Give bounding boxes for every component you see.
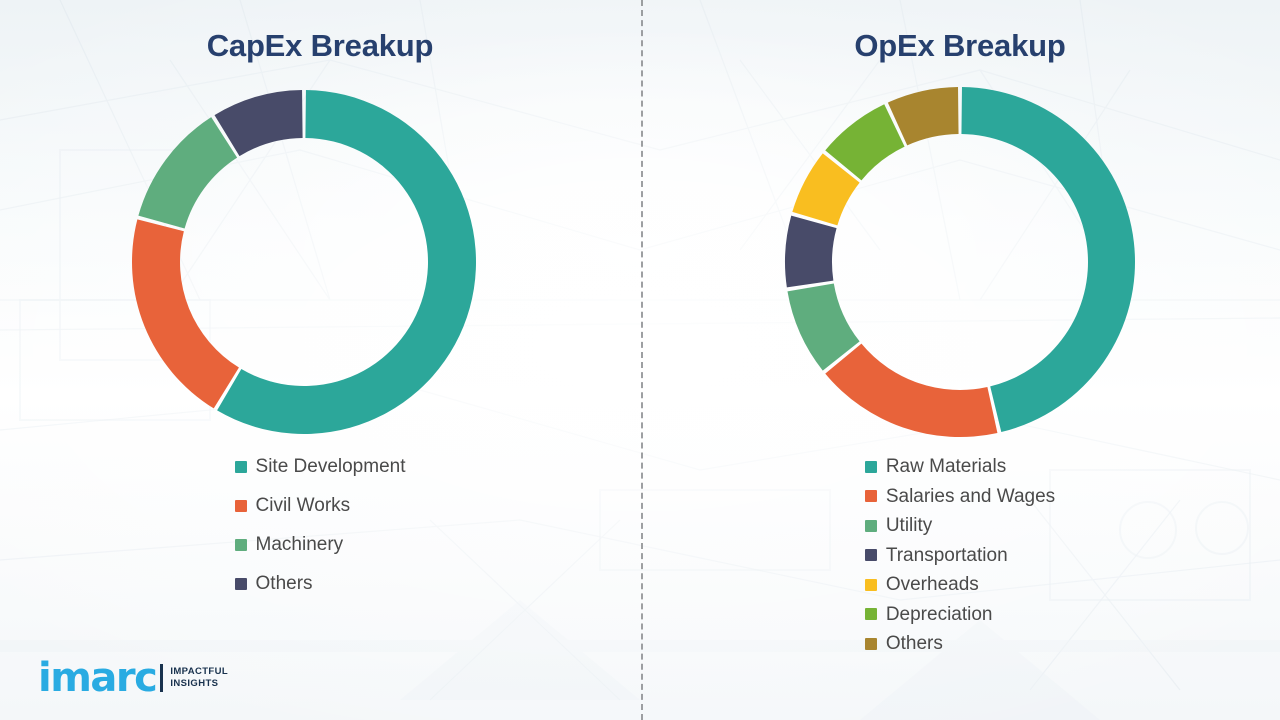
capex-panel: CapEx Breakup Site Development Civil Work…: [0, 28, 640, 603]
capex-legend-item[interactable]: Machinery: [234, 525, 406, 564]
capex-legend-swatch-machinery: [234, 538, 247, 551]
capex-legend-item[interactable]: Others: [234, 564, 406, 603]
opex-donut-chart: [640, 86, 1280, 442]
capex-slice-others: [214, 90, 303, 157]
opex-legend-item[interactable]: Salaries and Wages: [864, 482, 1056, 512]
opex-donut-svg: [785, 87, 1135, 437]
opex-legend: Raw Materials Salaries and Wages Utility Tr…: [640, 452, 1280, 659]
capex-slice-civil-works: [131, 219, 239, 409]
logo-tagline: IMPACTFUL INSIGHTS: [170, 666, 228, 690]
opex-slice-others: [887, 87, 959, 146]
opex-legend-label: Others: [885, 633, 943, 655]
capex-legend-label: Others: [255, 573, 313, 594]
opex-legend-label: Utility: [885, 515, 933, 537]
opex-slice-raw-materials: [961, 87, 1135, 433]
panel-divider: [641, 0, 643, 720]
opex-legend-item[interactable]: Overheads: [864, 570, 1055, 600]
opex-slice-utility: [787, 283, 860, 371]
capex-legend-swatch-site-development: [234, 460, 247, 473]
capex-slice-machinery: [138, 117, 238, 229]
opex-legend-swatch-others: [864, 637, 877, 650]
capex-legend-swatch-others: [234, 577, 247, 590]
opex-legend-item[interactable]: Others: [864, 629, 1055, 659]
capex-slice-site-development: [217, 90, 477, 435]
capex-legend-label: Civil Works: [255, 495, 351, 516]
opex-legend-swatch-salaries-and-wages: [864, 490, 877, 503]
opex-slice-overheads: [792, 153, 860, 226]
logo-wordmark: imarc: [38, 655, 158, 701]
opex-slice-salaries-and-wages: [825, 343, 998, 437]
capex-legend: Site Development Civil Works Machinery Othe…: [0, 447, 640, 603]
opex-legend-swatch-raw-materials: [864, 460, 877, 473]
opex-legend-item[interactable]: Transportation: [864, 541, 1055, 571]
capex-legend-label: Site Development: [255, 456, 406, 477]
opex-legend-label: Overheads: [885, 574, 979, 596]
opex-legend-swatch-transportation: [864, 549, 877, 562]
opex-legend-item[interactable]: Raw Materials: [864, 452, 1055, 482]
opex-legend-label: Depreciation: [885, 603, 993, 625]
capex-legend-item[interactable]: Civil Works: [234, 486, 406, 525]
opex-slice-transportation: [785, 215, 837, 288]
capex-donut-chart: [0, 86, 640, 442]
logo-tagline-line1: IMPACTFUL: [170, 666, 229, 677]
opex-legend-item[interactable]: Depreciation: [864, 600, 1055, 630]
opex-panel: OpEx Breakup Raw Materials Salaries and W…: [640, 0, 1280, 720]
opex-legend-swatch-depreciation: [864, 608, 877, 621]
opex-slice-depreciation: [825, 104, 905, 181]
capex-legend-item[interactable]: Site Development: [234, 447, 406, 486]
logo-divider-bar: [160, 664, 164, 692]
logo-tagline-line2: INSIGHTS: [170, 678, 219, 689]
imarc-logo: imarc IMPACTFUL INSIGHTS: [38, 658, 228, 698]
opex-legend-swatch-overheads: [864, 578, 877, 591]
opex-legend-item[interactable]: Utility: [864, 511, 1055, 541]
capex-donut-svg: [131, 90, 477, 435]
capex-legend-swatch-civil-works: [234, 499, 247, 512]
opex-legend-label: Transportation: [885, 544, 1008, 566]
opex-legend-label: Raw Materials: [885, 456, 1007, 478]
opex-legend-swatch-utility: [864, 519, 877, 532]
opex-title: OpEx Breakup: [854, 28, 1066, 63]
opex-legend-label: Salaries and Wages: [885, 485, 1056, 507]
capex-title: CapEx Breakup: [206, 28, 434, 63]
capex-legend-label: Machinery: [255, 534, 344, 555]
